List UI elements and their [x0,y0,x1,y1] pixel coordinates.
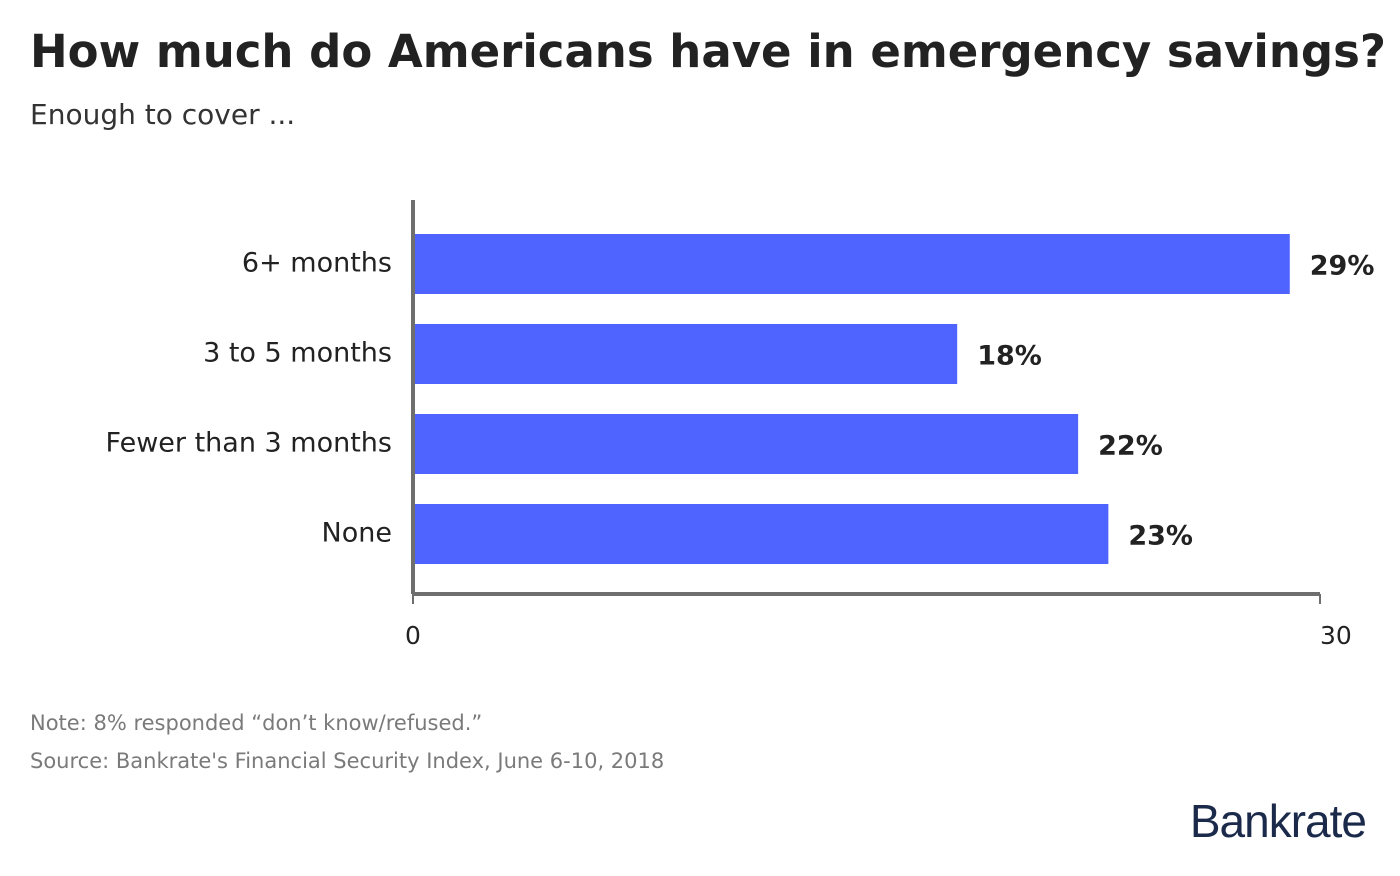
value-label: 18% [977,341,1042,372]
chart-subtitle: Enough to cover ... [30,98,295,131]
x-tick-label: 0 [405,621,421,650]
source: Source: Bankrate's Financial Security In… [30,749,664,773]
value-label: 23% [1128,521,1193,552]
bar [413,504,1109,564]
chart-title: How much do Americans have in emergency … [30,25,1386,78]
note: Note: 8% responded “don’t know/refused.” [30,711,482,735]
bar [413,234,1290,294]
x-tick-label: 30 [1320,621,1352,650]
bar [413,414,1079,474]
value-label: 22% [1098,431,1163,462]
value-label: 29% [1310,251,1375,282]
brand-logo: Bankrate [1190,795,1366,847]
category-label: 6+ months [242,248,392,279]
category-label: 3 to 5 months [203,338,392,369]
category-label: None [322,518,392,549]
category-label: Fewer than 3 months [106,428,392,459]
bar [413,324,958,384]
